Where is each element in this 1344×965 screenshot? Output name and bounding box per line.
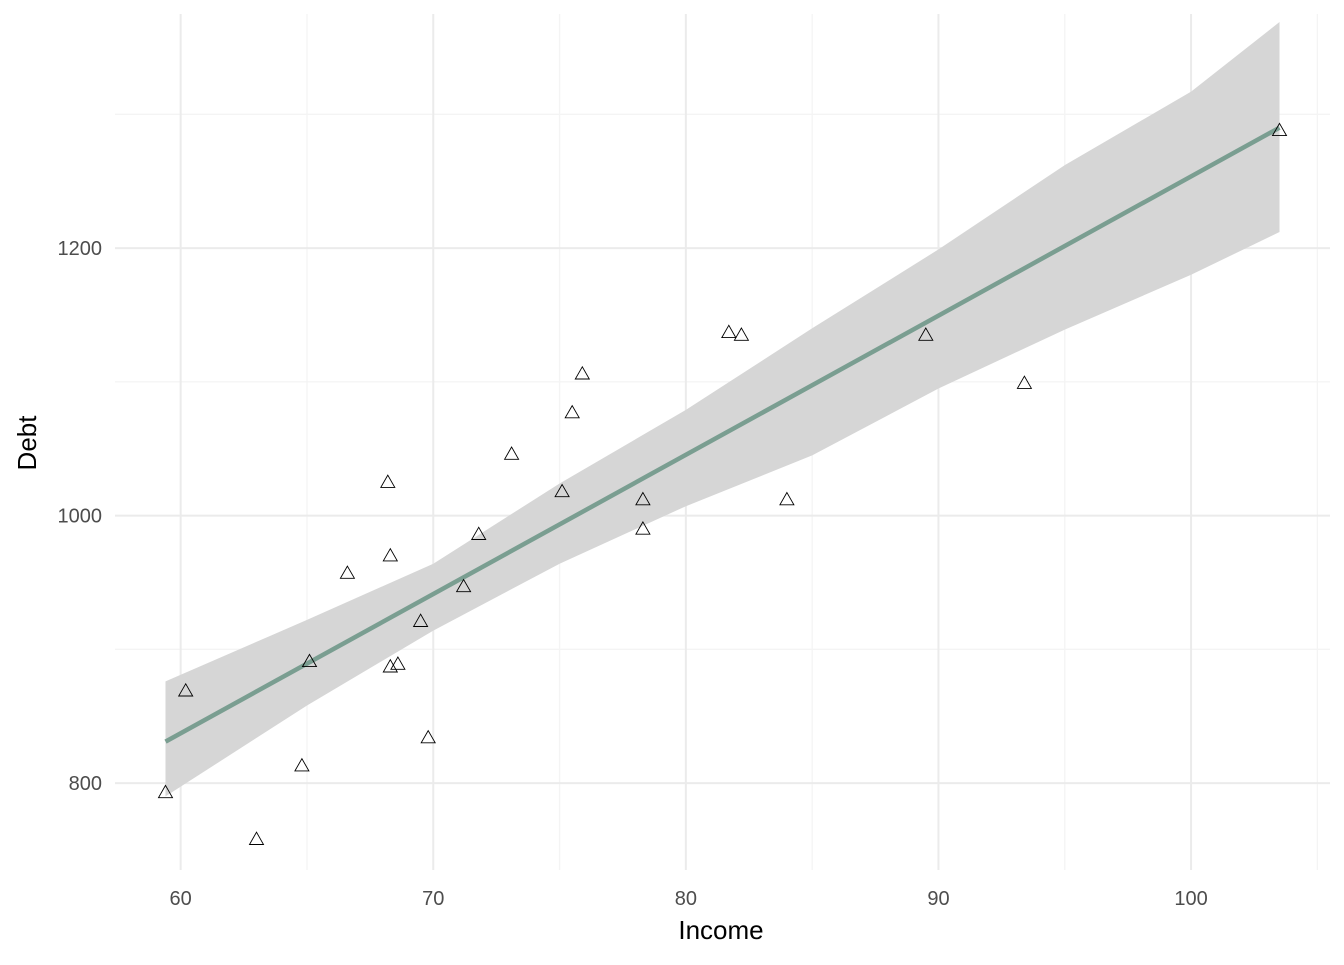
data-point bbox=[382, 658, 399, 673]
data-point bbox=[294, 757, 310, 772]
data-point bbox=[177, 682, 194, 697]
data-point bbox=[470, 526, 487, 540]
y-tick-label: 800 bbox=[69, 773, 102, 795]
data-point bbox=[564, 404, 580, 419]
data-point bbox=[733, 327, 750, 341]
points-layer bbox=[157, 122, 1288, 845]
regression-line bbox=[164, 125, 1281, 744]
data-point bbox=[382, 547, 399, 562]
data-point bbox=[455, 578, 472, 593]
data-point bbox=[301, 653, 318, 668]
data-point bbox=[554, 483, 570, 498]
data-point bbox=[574, 365, 591, 380]
data-point bbox=[248, 831, 265, 845]
y-tick-labels: 800 1000 1200 bbox=[58, 238, 103, 795]
x-tick-label: 100 bbox=[1174, 888, 1207, 910]
y-tick-label: 1200 bbox=[58, 238, 103, 260]
data-point bbox=[412, 613, 429, 627]
y-axis-title: Debt bbox=[12, 415, 42, 471]
data-point bbox=[390, 656, 406, 670]
x-tick-label: 60 bbox=[170, 888, 192, 910]
x-tick-label: 90 bbox=[927, 888, 949, 910]
y-tick-label: 1000 bbox=[58, 506, 103, 528]
data-point bbox=[635, 491, 651, 506]
data-point bbox=[779, 491, 795, 506]
data-point bbox=[918, 327, 934, 341]
data-point bbox=[1271, 122, 1288, 137]
x-axis-title: Income bbox=[678, 915, 763, 945]
data-point bbox=[503, 446, 520, 460]
data-point bbox=[1016, 375, 1033, 389]
data-point bbox=[339, 565, 356, 579]
data-point bbox=[420, 729, 436, 744]
confidence-band bbox=[165, 22, 1280, 797]
x-tick-label: 70 bbox=[422, 888, 444, 910]
data-point bbox=[380, 474, 396, 488]
data-point bbox=[635, 520, 651, 535]
x-tick-label: 80 bbox=[675, 888, 697, 910]
fit-line-layer bbox=[164, 125, 1281, 744]
data-point bbox=[157, 784, 174, 799]
data-point bbox=[721, 324, 737, 339]
x-tick-labels: 60 70 80 90 100 bbox=[170, 888, 1208, 910]
confidence-band-layer bbox=[165, 22, 1280, 797]
